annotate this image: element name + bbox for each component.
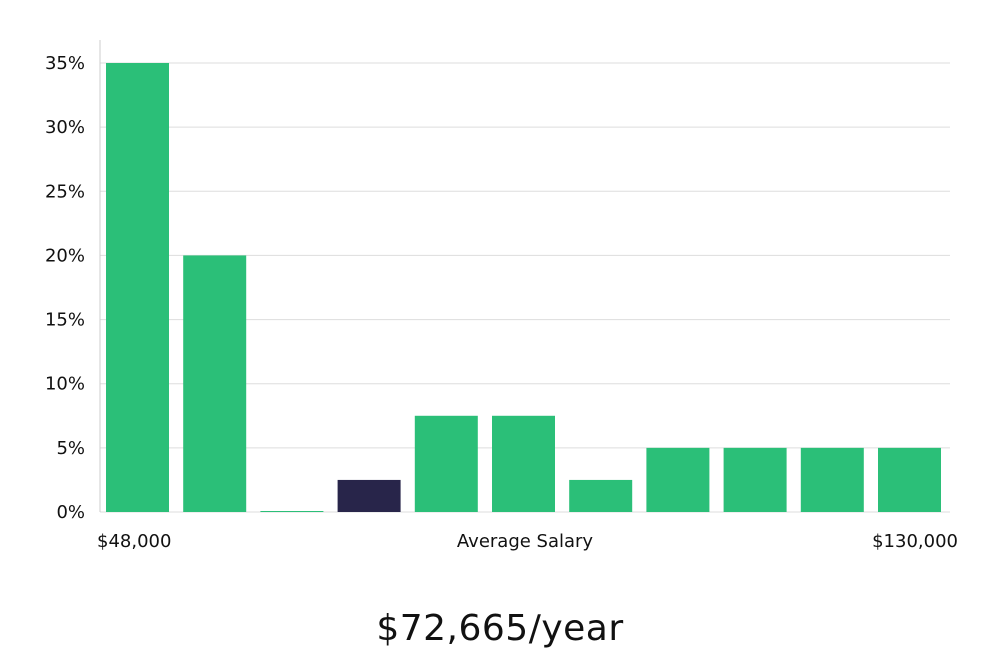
x-axis-title: Average Salary [457,531,594,552]
bar [492,415,555,512]
bar [723,447,787,512]
bar [183,255,247,512]
salary-histogram: 0% 5% 10% 15% 20% 25% 30% 35% $48,000 Average S… [45,40,958,552]
average-salary-value: $72,665/year [376,608,624,649]
y-tick-label: 25% [45,181,85,202]
y-tick-label: 5% [56,438,85,459]
x-min-label: $48,000 [97,531,171,552]
bar [260,511,324,512]
y-tick-label: 30% [45,117,85,138]
y-tick-label: 20% [45,245,85,266]
y-tick-label: 15% [45,310,85,331]
bar [800,447,864,512]
y-tick-label: 0% [56,502,85,523]
x-max-label: $130,000 [872,531,958,552]
y-axis: 0% 5% 10% 15% 20% 25% 30% 35% [45,53,85,523]
bars [106,63,941,512]
bar [414,415,478,512]
bar [569,479,633,512]
y-tick-label: 35% [45,53,85,74]
bar [646,447,710,512]
bar-highlighted [337,479,401,512]
bar [106,63,169,512]
bar [878,447,941,512]
y-tick-label: 10% [45,374,85,395]
